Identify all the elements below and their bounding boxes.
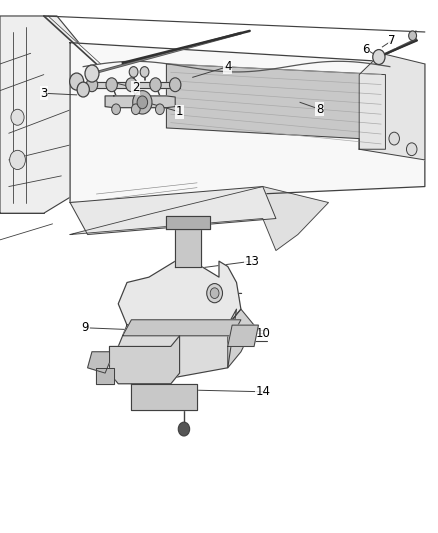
Polygon shape — [228, 309, 254, 368]
Text: 7: 7 — [388, 34, 396, 47]
Polygon shape — [123, 320, 241, 336]
Text: 10: 10 — [255, 327, 270, 340]
Circle shape — [74, 78, 79, 85]
Polygon shape — [96, 368, 114, 384]
Text: 3: 3 — [40, 87, 47, 100]
Circle shape — [90, 71, 94, 76]
Circle shape — [140, 67, 149, 77]
Circle shape — [129, 82, 134, 87]
Circle shape — [170, 78, 181, 92]
Circle shape — [131, 104, 140, 115]
Text: 4: 4 — [224, 60, 232, 73]
Circle shape — [132, 70, 135, 74]
Polygon shape — [166, 64, 385, 149]
Circle shape — [112, 104, 120, 115]
Circle shape — [143, 70, 146, 74]
Circle shape — [110, 82, 114, 87]
Circle shape — [70, 73, 84, 90]
Text: 13: 13 — [244, 255, 259, 268]
Polygon shape — [88, 82, 180, 88]
Circle shape — [137, 96, 148, 109]
Polygon shape — [131, 384, 197, 410]
Polygon shape — [118, 309, 237, 384]
Circle shape — [85, 65, 99, 82]
Polygon shape — [70, 43, 425, 203]
Circle shape — [173, 82, 177, 87]
Circle shape — [178, 422, 190, 436]
Text: 9: 9 — [81, 321, 89, 334]
Polygon shape — [228, 325, 258, 346]
Polygon shape — [88, 352, 110, 373]
Circle shape — [409, 31, 417, 41]
Polygon shape — [110, 336, 180, 384]
Circle shape — [406, 143, 417, 156]
Circle shape — [207, 284, 223, 303]
Circle shape — [90, 82, 94, 87]
Circle shape — [11, 109, 24, 125]
Polygon shape — [0, 16, 101, 213]
Polygon shape — [166, 216, 210, 229]
Circle shape — [392, 136, 396, 141]
Polygon shape — [105, 96, 175, 108]
Circle shape — [181, 426, 187, 432]
Circle shape — [389, 132, 399, 145]
Circle shape — [210, 288, 219, 298]
Text: 2: 2 — [132, 82, 140, 94]
Polygon shape — [70, 187, 328, 251]
Circle shape — [411, 34, 414, 37]
Polygon shape — [118, 261, 241, 325]
Circle shape — [410, 147, 413, 151]
Circle shape — [155, 104, 164, 115]
Circle shape — [126, 78, 137, 92]
Circle shape — [81, 87, 85, 92]
Circle shape — [129, 67, 138, 77]
Text: 8: 8 — [316, 103, 323, 116]
Circle shape — [377, 54, 381, 60]
Circle shape — [10, 150, 25, 169]
Circle shape — [153, 82, 158, 87]
Polygon shape — [70, 187, 276, 235]
Polygon shape — [175, 229, 201, 266]
Text: 1: 1 — [176, 106, 184, 118]
Circle shape — [133, 91, 152, 114]
Circle shape — [373, 50, 385, 64]
Circle shape — [86, 78, 98, 92]
Circle shape — [150, 78, 161, 92]
Text: 14: 14 — [255, 385, 270, 398]
Text: 12: 12 — [227, 295, 242, 308]
Polygon shape — [359, 53, 425, 160]
Text: 6: 6 — [362, 43, 370, 55]
Circle shape — [77, 82, 89, 97]
Circle shape — [106, 78, 117, 92]
